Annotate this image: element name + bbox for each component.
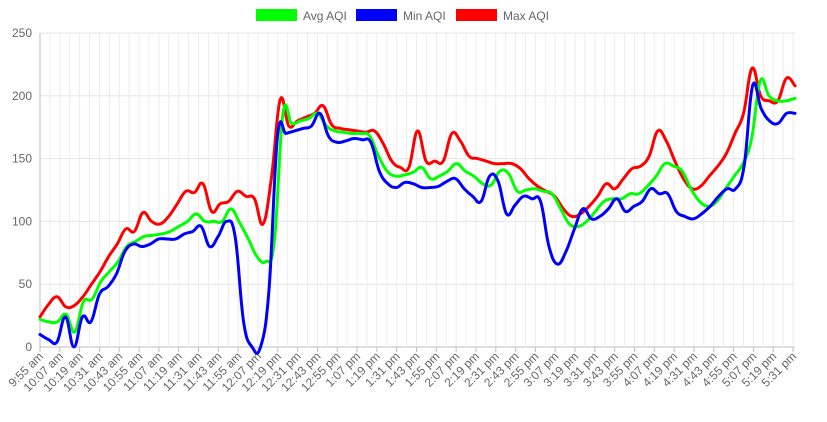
legend-swatch [356, 9, 397, 21]
y-tick-label: 200 [12, 89, 32, 103]
legend-swatch [456, 9, 497, 21]
legend-item-max-aqi[interactable]: Max AQI [456, 9, 549, 23]
series-line-max-aqi[interactable] [38, 66, 797, 319]
y-tick-label: 0 [25, 340, 32, 354]
series-lines [38, 66, 797, 355]
y-tick-label: 250 [12, 26, 32, 40]
legend-item-avg-aqi[interactable]: Avg AQI [256, 9, 347, 23]
grid [39, 32, 795, 348]
y-tick-label: 150 [12, 152, 32, 166]
legend-swatch [256, 9, 297, 21]
legend-label: Max AQI [503, 9, 549, 23]
y-tick-label: 100 [12, 214, 32, 228]
legend[interactable]: Avg AQI Min AQI Max AQI [256, 9, 549, 23]
legend-label: Min AQI [403, 9, 446, 23]
legend-label: Avg AQI [303, 9, 347, 23]
series-line-avg-aqi[interactable] [38, 77, 797, 334]
y-tick-label: 50 [19, 277, 33, 291]
series-line-min-aqi[interactable] [38, 81, 797, 355]
legend-item-min-aqi[interactable]: Min AQI [356, 9, 446, 23]
